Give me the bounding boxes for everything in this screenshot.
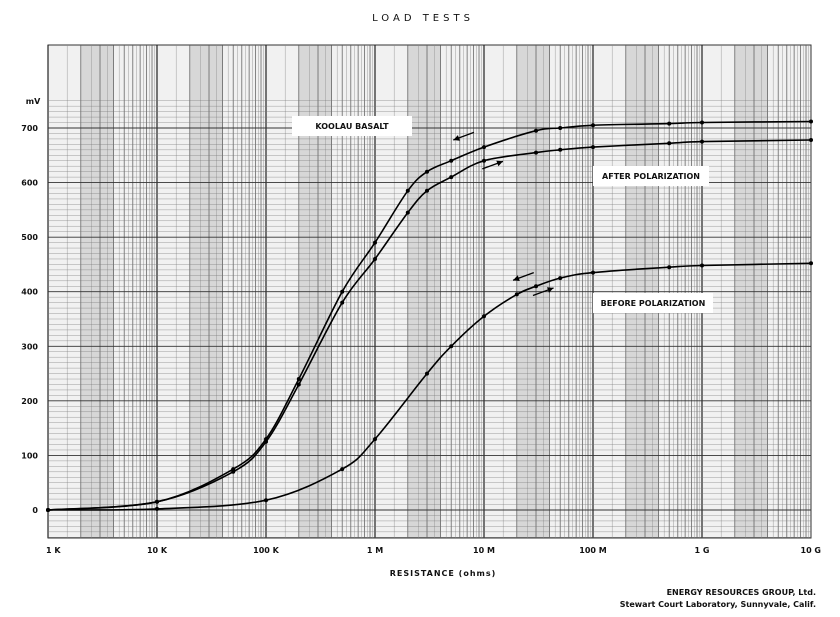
data-point-s0-15: [700, 120, 704, 125]
direction-arrows: [453, 131, 554, 297]
after-polarization-label-box: [593, 166, 709, 186]
x-tick-label: 1 G: [695, 546, 710, 555]
data-point-s1-12: [558, 147, 563, 152]
data-point-s0-10: [482, 145, 486, 150]
data-point-s0-13: [591, 123, 595, 128]
arrow-head-1: [496, 160, 503, 167]
y-tick-label: 200: [21, 397, 38, 406]
credit-lab: Stewart Court Laboratory, Sunnyvale, Cal…: [619, 600, 816, 609]
koolau-basalt-label-box: [292, 116, 412, 136]
arrow-head-2: [513, 275, 520, 281]
x-axis-label: RESISTANCE (ohms): [390, 569, 497, 578]
data-point-s1-1: [155, 499, 159, 504]
data-point-s1-7: [405, 210, 410, 215]
y-tick-labels: 0 100 200 300 400 500 600 700: [21, 124, 38, 515]
data-point-s1-4: [296, 382, 301, 387]
data-point-s0-9: [449, 158, 454, 163]
data-point-s2-11: [591, 270, 595, 275]
data-point-s1-10: [482, 158, 486, 163]
y-tick-label: 500: [21, 233, 38, 242]
x-tick-label: 100 K: [253, 546, 279, 555]
data-point-s2-7: [482, 314, 486, 319]
data-point-s0-8: [425, 169, 429, 174]
curve-series-1: [47, 139, 812, 511]
data-point-s2-4: [373, 437, 377, 442]
data-point-s2-10: [558, 276, 563, 281]
data-point-s2-1: [155, 506, 159, 511]
data-point-s0-16: [809, 119, 813, 124]
before-polarization-label-box: [593, 293, 713, 313]
before-polarization-text: BEFORE POLARIZATION: [601, 299, 706, 308]
data-point-s1-16: [809, 138, 813, 142]
x-tick-label: 10 M: [473, 546, 495, 555]
data-point-s0-14: [667, 121, 672, 126]
data-point-s2-12: [667, 265, 672, 270]
y-tick-label: 300: [21, 342, 38, 351]
y-tick-label: 700: [21, 124, 38, 133]
y-tick-label: 600: [21, 179, 38, 188]
data-point-s2-0: [46, 508, 50, 512]
data-point-s0-7: [405, 188, 410, 193]
data-point-s0-6: [373, 240, 377, 245]
y-tick-label: 100: [21, 451, 38, 460]
data-point-s2-6: [449, 344, 454, 349]
data-point-s1-11: [534, 150, 538, 155]
x-tick-label: 1 K: [46, 546, 61, 555]
y-tick-label: 400: [21, 288, 38, 297]
data-point-s0-4: [296, 377, 301, 381]
koolau-basalt-text: KOOLAU BASALT: [315, 122, 389, 131]
grid-lines: [47, 45, 811, 538]
data-point-s1-9: [449, 175, 454, 180]
x-tick-label: 10 G: [801, 546, 821, 555]
after-polarization-text: AFTER POLARIZATION: [602, 172, 700, 181]
curve-series-0: [47, 120, 812, 511]
data-point-s1-14: [667, 141, 672, 146]
data-point-s2-9: [534, 284, 538, 289]
data-point-s2-5: [425, 371, 429, 376]
y-axis-unit-label: mV: [26, 97, 41, 106]
credit-company: ENERGY RESOURCES GROUP, Ltd.: [666, 588, 816, 597]
data-points: [46, 119, 813, 512]
data-point-s1-8: [425, 188, 429, 193]
data-point-s2-2: [264, 498, 268, 503]
x-tick-label: 1 M: [367, 546, 383, 555]
x-tick-labels: 1 K 10 K 100 K 1 M 10 M 100 M 1 G 10 G: [46, 546, 821, 555]
data-point-s1-2: [231, 469, 236, 474]
data-point-s2-3: [340, 467, 345, 472]
x-tick-label: 10 K: [147, 546, 168, 555]
after-polarization-label: AFTER POLARIZATION: [593, 166, 709, 186]
data-point-s1-13: [591, 145, 595, 150]
y-tick-label: 0: [32, 506, 38, 515]
data-point-s2-13: [700, 263, 704, 268]
chart-title: LOAD TESTS: [372, 13, 474, 24]
data-point-s1-15: [700, 139, 704, 144]
data-point-s0-5: [340, 289, 345, 294]
koolau-basalt-label: KOOLAU BASALT: [292, 116, 412, 136]
data-point-s1-3: [264, 439, 268, 444]
data-point-s2-14: [809, 261, 813, 266]
x-tick-label: 100 M: [579, 546, 606, 555]
arrow-head-0: [453, 135, 460, 141]
data-point-s2-8: [514, 292, 519, 297]
data-point-s1-6: [373, 257, 377, 261]
data-point-s1-5: [340, 300, 345, 305]
data-point-s0-11: [534, 128, 538, 133]
before-polarization-label: BEFORE POLARIZATION: [593, 293, 713, 313]
arrow-head-3: [547, 287, 554, 293]
data-point-s0-12: [558, 126, 563, 130]
